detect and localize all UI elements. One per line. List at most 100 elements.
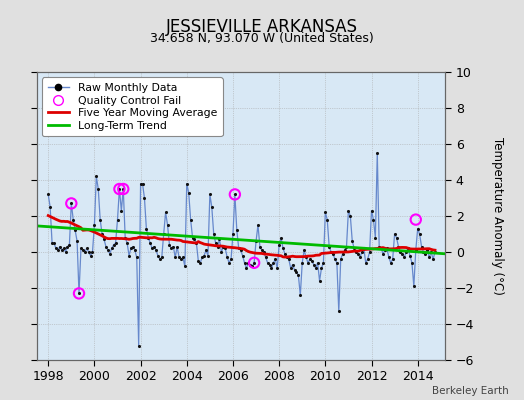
Point — [79, 247, 87, 254]
Point — [69, 216, 78, 223]
Point — [152, 247, 160, 254]
Point — [82, 245, 91, 252]
Point — [333, 260, 341, 266]
Point — [71, 227, 79, 234]
Point — [358, 249, 366, 255]
Point — [75, 290, 83, 297]
Point — [385, 254, 393, 261]
Point — [119, 186, 127, 192]
Point — [310, 262, 318, 268]
Point — [90, 222, 99, 228]
Point — [369, 216, 378, 223]
Point — [313, 260, 322, 266]
Point — [271, 256, 279, 262]
Point — [344, 207, 353, 214]
Point — [261, 254, 270, 261]
Point — [246, 262, 255, 268]
Point — [285, 256, 293, 262]
Point — [298, 260, 307, 266]
Point — [159, 231, 168, 237]
Point — [250, 260, 258, 266]
Point — [63, 243, 72, 250]
Point — [138, 180, 147, 187]
Point — [163, 222, 172, 228]
Point — [252, 238, 260, 244]
Point — [419, 249, 428, 255]
Point — [231, 191, 239, 198]
Point — [84, 249, 93, 255]
Point — [371, 234, 379, 241]
Point — [242, 265, 250, 271]
Point — [279, 245, 287, 252]
Point — [277, 234, 285, 241]
Point — [198, 254, 206, 261]
Point — [348, 238, 356, 244]
Point — [267, 265, 276, 271]
Point — [410, 283, 418, 290]
Y-axis label: Temperature Anomaly (°C): Temperature Anomaly (°C) — [491, 137, 504, 295]
Point — [146, 240, 155, 246]
Point — [184, 189, 193, 196]
Point — [406, 252, 414, 259]
Point — [44, 191, 52, 198]
Point — [156, 256, 164, 262]
Point — [112, 240, 120, 246]
Point — [256, 243, 264, 250]
Point — [275, 242, 283, 248]
Point — [127, 245, 135, 252]
Point — [92, 173, 101, 180]
Point — [311, 265, 320, 271]
Point — [113, 216, 122, 223]
Point — [125, 252, 133, 259]
Point — [425, 254, 433, 261]
Point — [417, 243, 425, 250]
Point — [75, 290, 83, 297]
Point — [144, 234, 152, 241]
Point — [182, 180, 191, 187]
Point — [73, 238, 81, 244]
Point — [59, 245, 68, 252]
Point — [381, 247, 389, 254]
Point — [190, 236, 199, 242]
Point — [136, 180, 145, 187]
Point — [398, 250, 407, 257]
Point — [331, 256, 339, 262]
Point — [287, 265, 295, 271]
Point — [339, 250, 347, 257]
Point — [323, 216, 332, 223]
Point — [308, 258, 316, 264]
Point — [96, 216, 104, 223]
Point — [362, 260, 370, 266]
Point — [200, 252, 208, 259]
Point — [235, 245, 243, 252]
Point — [202, 247, 210, 254]
Point — [196, 260, 204, 266]
Point — [67, 200, 75, 206]
Point — [390, 231, 399, 237]
Point — [229, 231, 237, 237]
Point — [89, 249, 97, 255]
Point — [341, 247, 349, 254]
Point — [140, 195, 149, 201]
Point — [396, 249, 405, 255]
Point — [104, 247, 112, 254]
Point — [241, 260, 249, 266]
Point — [327, 249, 335, 255]
Point — [107, 245, 116, 252]
Point — [110, 242, 118, 248]
Point — [171, 254, 179, 261]
Point — [56, 243, 64, 250]
Point — [392, 234, 401, 241]
Point — [179, 254, 187, 261]
Point — [296, 292, 304, 298]
Point — [161, 209, 170, 216]
Point — [100, 236, 108, 242]
Point — [352, 249, 361, 255]
Point — [173, 243, 181, 250]
Point — [225, 260, 233, 266]
Text: JESSIEVILLE ARKANSAS: JESSIEVILLE ARKANSAS — [166, 18, 358, 36]
Point — [294, 272, 302, 278]
Point — [58, 247, 66, 254]
Point — [52, 245, 60, 252]
Point — [300, 247, 308, 254]
